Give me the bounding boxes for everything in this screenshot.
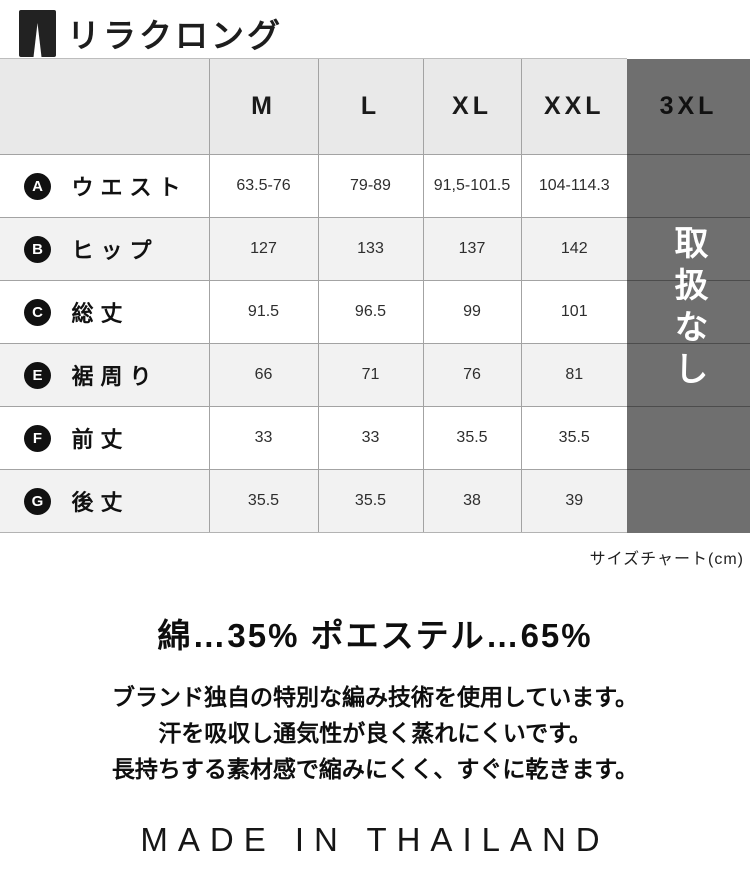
fabric-description: ブランド独自の特別な編み技術を使用しています。 汗を吸収し通気性が良く蒸れにくい… <box>0 679 750 787</box>
row-badge: B <box>24 235 51 263</box>
value-cell: 91.5 <box>208 280 318 344</box>
unavailable-cell <box>627 343 750 407</box>
value-cell: 79-89 <box>317 154 423 218</box>
value-cell: 33 <box>208 406 318 470</box>
size-chart-unit-caption: サイズチャート(cm) <box>589 551 744 568</box>
description-line: ブランド独自の特別な編み技術を使用しています。 <box>111 684 638 710</box>
table-row-hem: E 裾周り 66 71 76 81 <box>0 343 750 407</box>
row-badge: E <box>24 361 51 389</box>
value-cell: 35.5 <box>317 469 423 533</box>
value-cell: 35.5 <box>520 406 627 470</box>
unavailable-cell <box>627 469 750 533</box>
table-row-hip: B ヒップ 127 133 137 142 <box>0 217 750 281</box>
value-cell: 76 <box>422 343 521 407</box>
value-cell: 35.5 <box>208 469 318 533</box>
value-cell: 33 <box>317 406 423 470</box>
row-label: ヒップ <box>71 238 159 263</box>
size-table: M L XL XXL 3XL A ウエスト 63.5-76 79-89 91,5… <box>0 58 750 533</box>
unavailable-cell <box>627 154 750 218</box>
row-label: ウエスト <box>71 175 188 200</box>
size-col-l: L <box>317 58 423 155</box>
value-cell: 96.5 <box>317 280 423 344</box>
value-cell: 81 <box>520 343 627 407</box>
value-cell: 35.5 <box>422 406 521 470</box>
row-badge: G <box>24 487 51 515</box>
value-cell: 127 <box>208 217 318 281</box>
value-cell: 133 <box>317 217 423 281</box>
made-in-label: MADE IN THAILAND <box>140 821 610 858</box>
description-line: 汗を吸収し通気性が良く蒸れにくいです。 <box>158 720 592 746</box>
unavailable-cell <box>627 217 750 281</box>
size-col-3xl: 3XL <box>627 58 750 155</box>
row-label: 裾周り <box>71 364 159 389</box>
value-cell: 66 <box>208 343 318 407</box>
unavailable-cell <box>627 406 750 470</box>
brand-header: リラクロング <box>0 0 750 58</box>
size-col-xxl: XXL <box>520 58 627 155</box>
row-badge: A <box>24 172 51 200</box>
value-cell: 63.5-76 <box>208 154 318 218</box>
value-cell: 104-114.3 <box>520 154 627 218</box>
pants-icon <box>19 9 56 57</box>
fabric-composition: 綿…35% ポエステル…65% <box>157 617 593 654</box>
corner-cell <box>0 58 209 155</box>
row-badge: F <box>24 424 51 452</box>
value-cell: 142 <box>520 217 627 281</box>
table-row-waist: A ウエスト 63.5-76 79-89 91,5-101.5 104-114.… <box>0 154 750 218</box>
size-col-m: M <box>208 58 318 155</box>
table-row-back-rise: G 後丈 35.5 35.5 38 39 <box>0 469 750 533</box>
value-cell: 38 <box>422 469 521 533</box>
row-badge: C <box>24 298 51 326</box>
table-row-front-rise: F 前丈 33 33 35.5 35.5 <box>0 406 750 470</box>
size-chart: M L XL XXL 3XL A ウエスト 63.5-76 79-89 91,5… <box>0 58 750 533</box>
value-cell: 91,5-101.5 <box>422 154 521 218</box>
row-label: 総丈 <box>71 301 130 326</box>
value-cell: 39 <box>520 469 627 533</box>
description-line: 長持ちする素材感で縮みにくく、すぐに乾きます。 <box>111 756 639 782</box>
unavailable-cell <box>627 280 750 344</box>
row-label: 前丈 <box>71 427 130 452</box>
value-cell: 101 <box>520 280 627 344</box>
row-label: 後丈 <box>71 490 130 515</box>
value-cell: 137 <box>422 217 521 281</box>
size-header-row: M L XL XXL 3XL <box>0 58 750 155</box>
table-row-total-length: C 総丈 91.5 96.5 99 101 <box>0 280 750 344</box>
value-cell: 71 <box>317 343 423 407</box>
value-cell: 99 <box>422 280 521 344</box>
size-col-xl: XL <box>422 58 521 155</box>
brand-title: リラクロング <box>67 17 283 54</box>
